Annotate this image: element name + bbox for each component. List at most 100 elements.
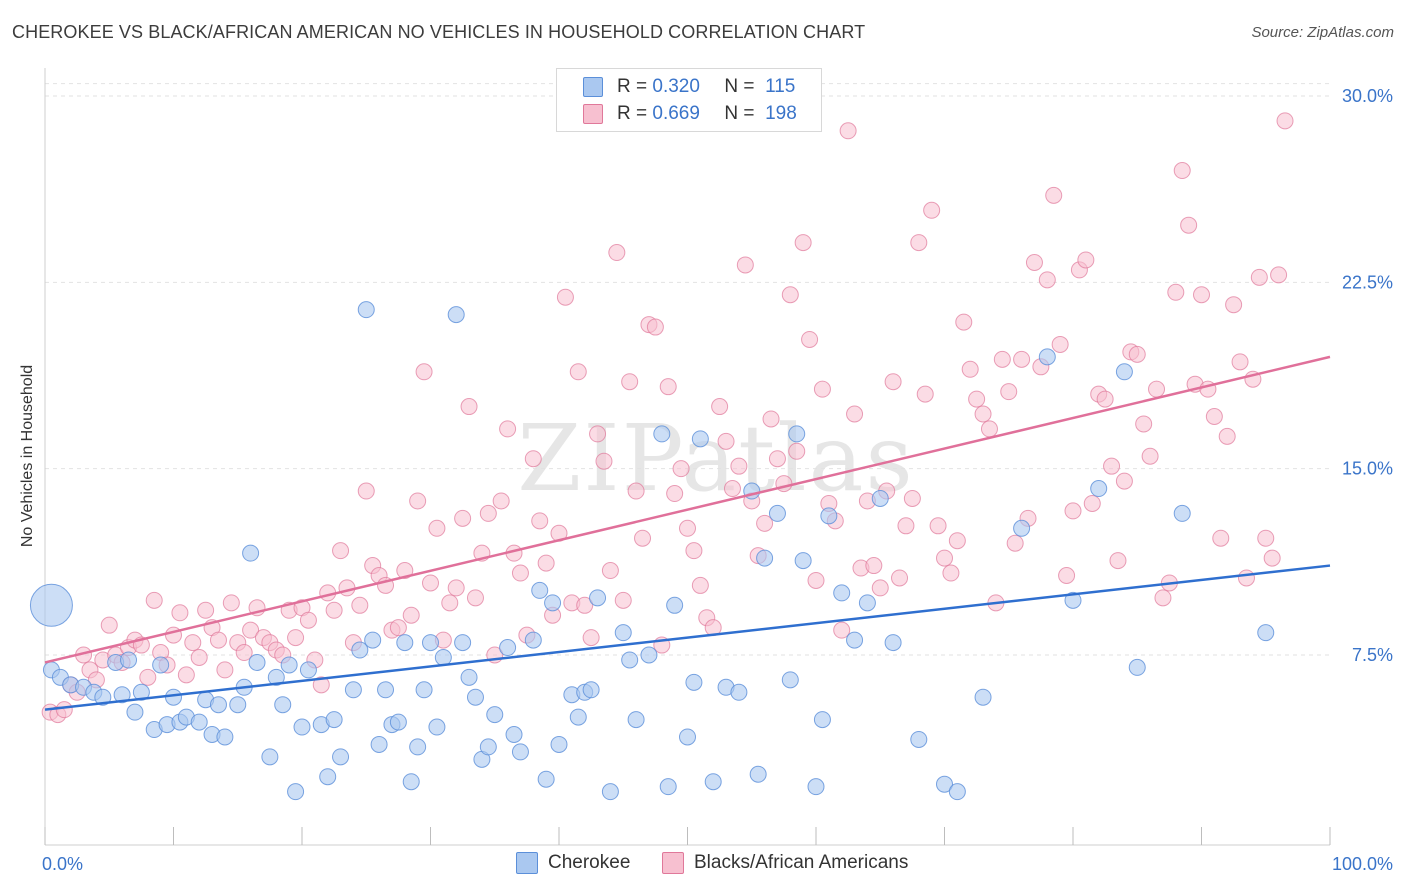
data-point-cherokee: [691, 430, 709, 448]
data-point-blacks: [627, 482, 645, 500]
data-point-blacks: [691, 576, 709, 594]
data-point-blacks: [171, 604, 189, 622]
data-point-blacks: [466, 589, 484, 607]
data-point-blacks: [781, 286, 799, 304]
data-point-cherokee: [582, 681, 600, 699]
data-point-blacks: [1128, 345, 1146, 363]
data-point-blacks: [1006, 534, 1024, 552]
data-point-cherokee: [544, 594, 562, 612]
data-point-blacks: [1135, 415, 1153, 433]
data-point-cherokee: [332, 748, 350, 766]
data-point-blacks: [955, 313, 973, 331]
data-point-cherokee: [261, 748, 279, 766]
legend-r-value: 0.320: [652, 76, 700, 97]
data-point-blacks: [511, 564, 529, 582]
data-point-blacks: [723, 480, 741, 498]
data-point-cherokee: [537, 770, 555, 788]
data-point-blacks: [332, 542, 350, 560]
data-point-blacks: [646, 318, 664, 336]
data-point-blacks: [139, 668, 157, 686]
data-point-cherokee: [569, 708, 587, 726]
data-point-cherokee: [454, 634, 472, 652]
data-point-blacks: [454, 509, 472, 527]
data-point-blacks: [794, 234, 812, 252]
data-point-blacks: [672, 460, 690, 478]
series-cherokee: [29, 301, 1275, 801]
data-point-blacks: [871, 579, 889, 597]
data-point-blacks: [1173, 162, 1191, 180]
data-point-cherokee: [325, 711, 343, 729]
data-point-blacks: [1148, 380, 1166, 398]
data-point-blacks: [833, 621, 851, 639]
data-point-blacks: [184, 634, 202, 652]
data-point-blacks: [582, 629, 600, 647]
data-point-blacks: [1218, 427, 1236, 445]
data-point-cherokee: [511, 743, 529, 761]
data-point-blacks: [1045, 186, 1063, 204]
legend-item-cherokee[interactable]: Cherokee: [516, 852, 630, 874]
data-point-cherokee: [126, 703, 144, 721]
data-point-cherokee: [653, 425, 671, 443]
data-point-cherokee: [666, 596, 684, 614]
legend-n-label: N =: [724, 76, 755, 97]
data-point-blacks: [1257, 529, 1275, 547]
data-point-cherokee: [781, 671, 799, 689]
data-point-blacks: [768, 450, 786, 468]
legend-label-blacks: Blacks/African Americans: [694, 852, 909, 873]
data-point-blacks: [903, 489, 921, 507]
data-point-blacks: [531, 512, 549, 530]
trend-line-blacks: [44, 355, 1331, 664]
data-point-blacks: [634, 529, 652, 547]
data-point-blacks: [1212, 529, 1230, 547]
data-point-cherokee: [1115, 363, 1133, 381]
data-point-blacks: [1205, 407, 1223, 425]
data-point-cherokee: [280, 656, 298, 674]
legend-item-blacks[interactable]: Blacks/African Americans: [662, 852, 908, 874]
chart-title: CHEROKEE VS BLACK/AFRICAN AMERICAN NO VE…: [12, 22, 866, 42]
data-point-cherokee: [267, 668, 285, 686]
data-point-cherokee: [165, 688, 182, 706]
data-point-blacks: [1225, 296, 1243, 314]
data-point-blacks: [479, 504, 497, 522]
data-point-cherokee: [216, 728, 234, 746]
data-point-blacks: [974, 405, 992, 423]
data-point-cherokee: [299, 661, 317, 679]
data-point-blacks: [396, 562, 414, 580]
data-point-cherokee: [884, 634, 902, 652]
data-point-cherokee: [813, 711, 831, 729]
data-point-cherokee: [1257, 624, 1275, 642]
data-point-blacks: [242, 621, 260, 639]
y-tick-label: 15.0%: [1342, 459, 1393, 479]
data-point-blacks: [177, 666, 195, 684]
data-point-cherokee: [974, 688, 992, 706]
data-point-cherokee: [396, 634, 414, 652]
data-point-blacks: [409, 492, 427, 510]
data-point-blacks: [865, 557, 883, 575]
data-point-blacks: [1193, 286, 1210, 304]
source-label: Source: ZipAtlas.com: [1251, 24, 1394, 41]
data-point-blacks: [679, 519, 696, 537]
data-point-cherokee: [113, 686, 131, 704]
data-point-blacks: [891, 569, 909, 587]
data-point-blacks: [1000, 383, 1018, 401]
data-point-cherokee: [190, 713, 208, 731]
trend-line-cherokee: [44, 564, 1331, 711]
data-point-cherokee: [640, 646, 658, 664]
data-point-blacks: [197, 601, 215, 619]
tick-labels: 7.5% 15.0% 22.5% 30.0% 0.0% 100.0%: [42, 86, 1393, 874]
data-point-blacks: [357, 482, 375, 500]
legend-r-label: R =: [617, 103, 648, 124]
data-point-blacks: [441, 594, 459, 612]
data-point-blacks: [216, 661, 234, 679]
data-point-blacks: [351, 596, 369, 614]
data-point-blacks: [614, 591, 632, 609]
data-point-blacks: [1051, 335, 1069, 353]
data-point-blacks: [460, 398, 478, 416]
data-point-blacks: [621, 373, 639, 391]
data-point-blacks: [299, 611, 317, 629]
data-point-cherokee: [499, 639, 517, 657]
data-point-blacks: [968, 390, 986, 408]
data-point-cherokee: [858, 594, 876, 612]
data-point-blacks: [685, 542, 703, 560]
legend-row-cherokee: R = 0.320 N = 115: [583, 74, 795, 100]
